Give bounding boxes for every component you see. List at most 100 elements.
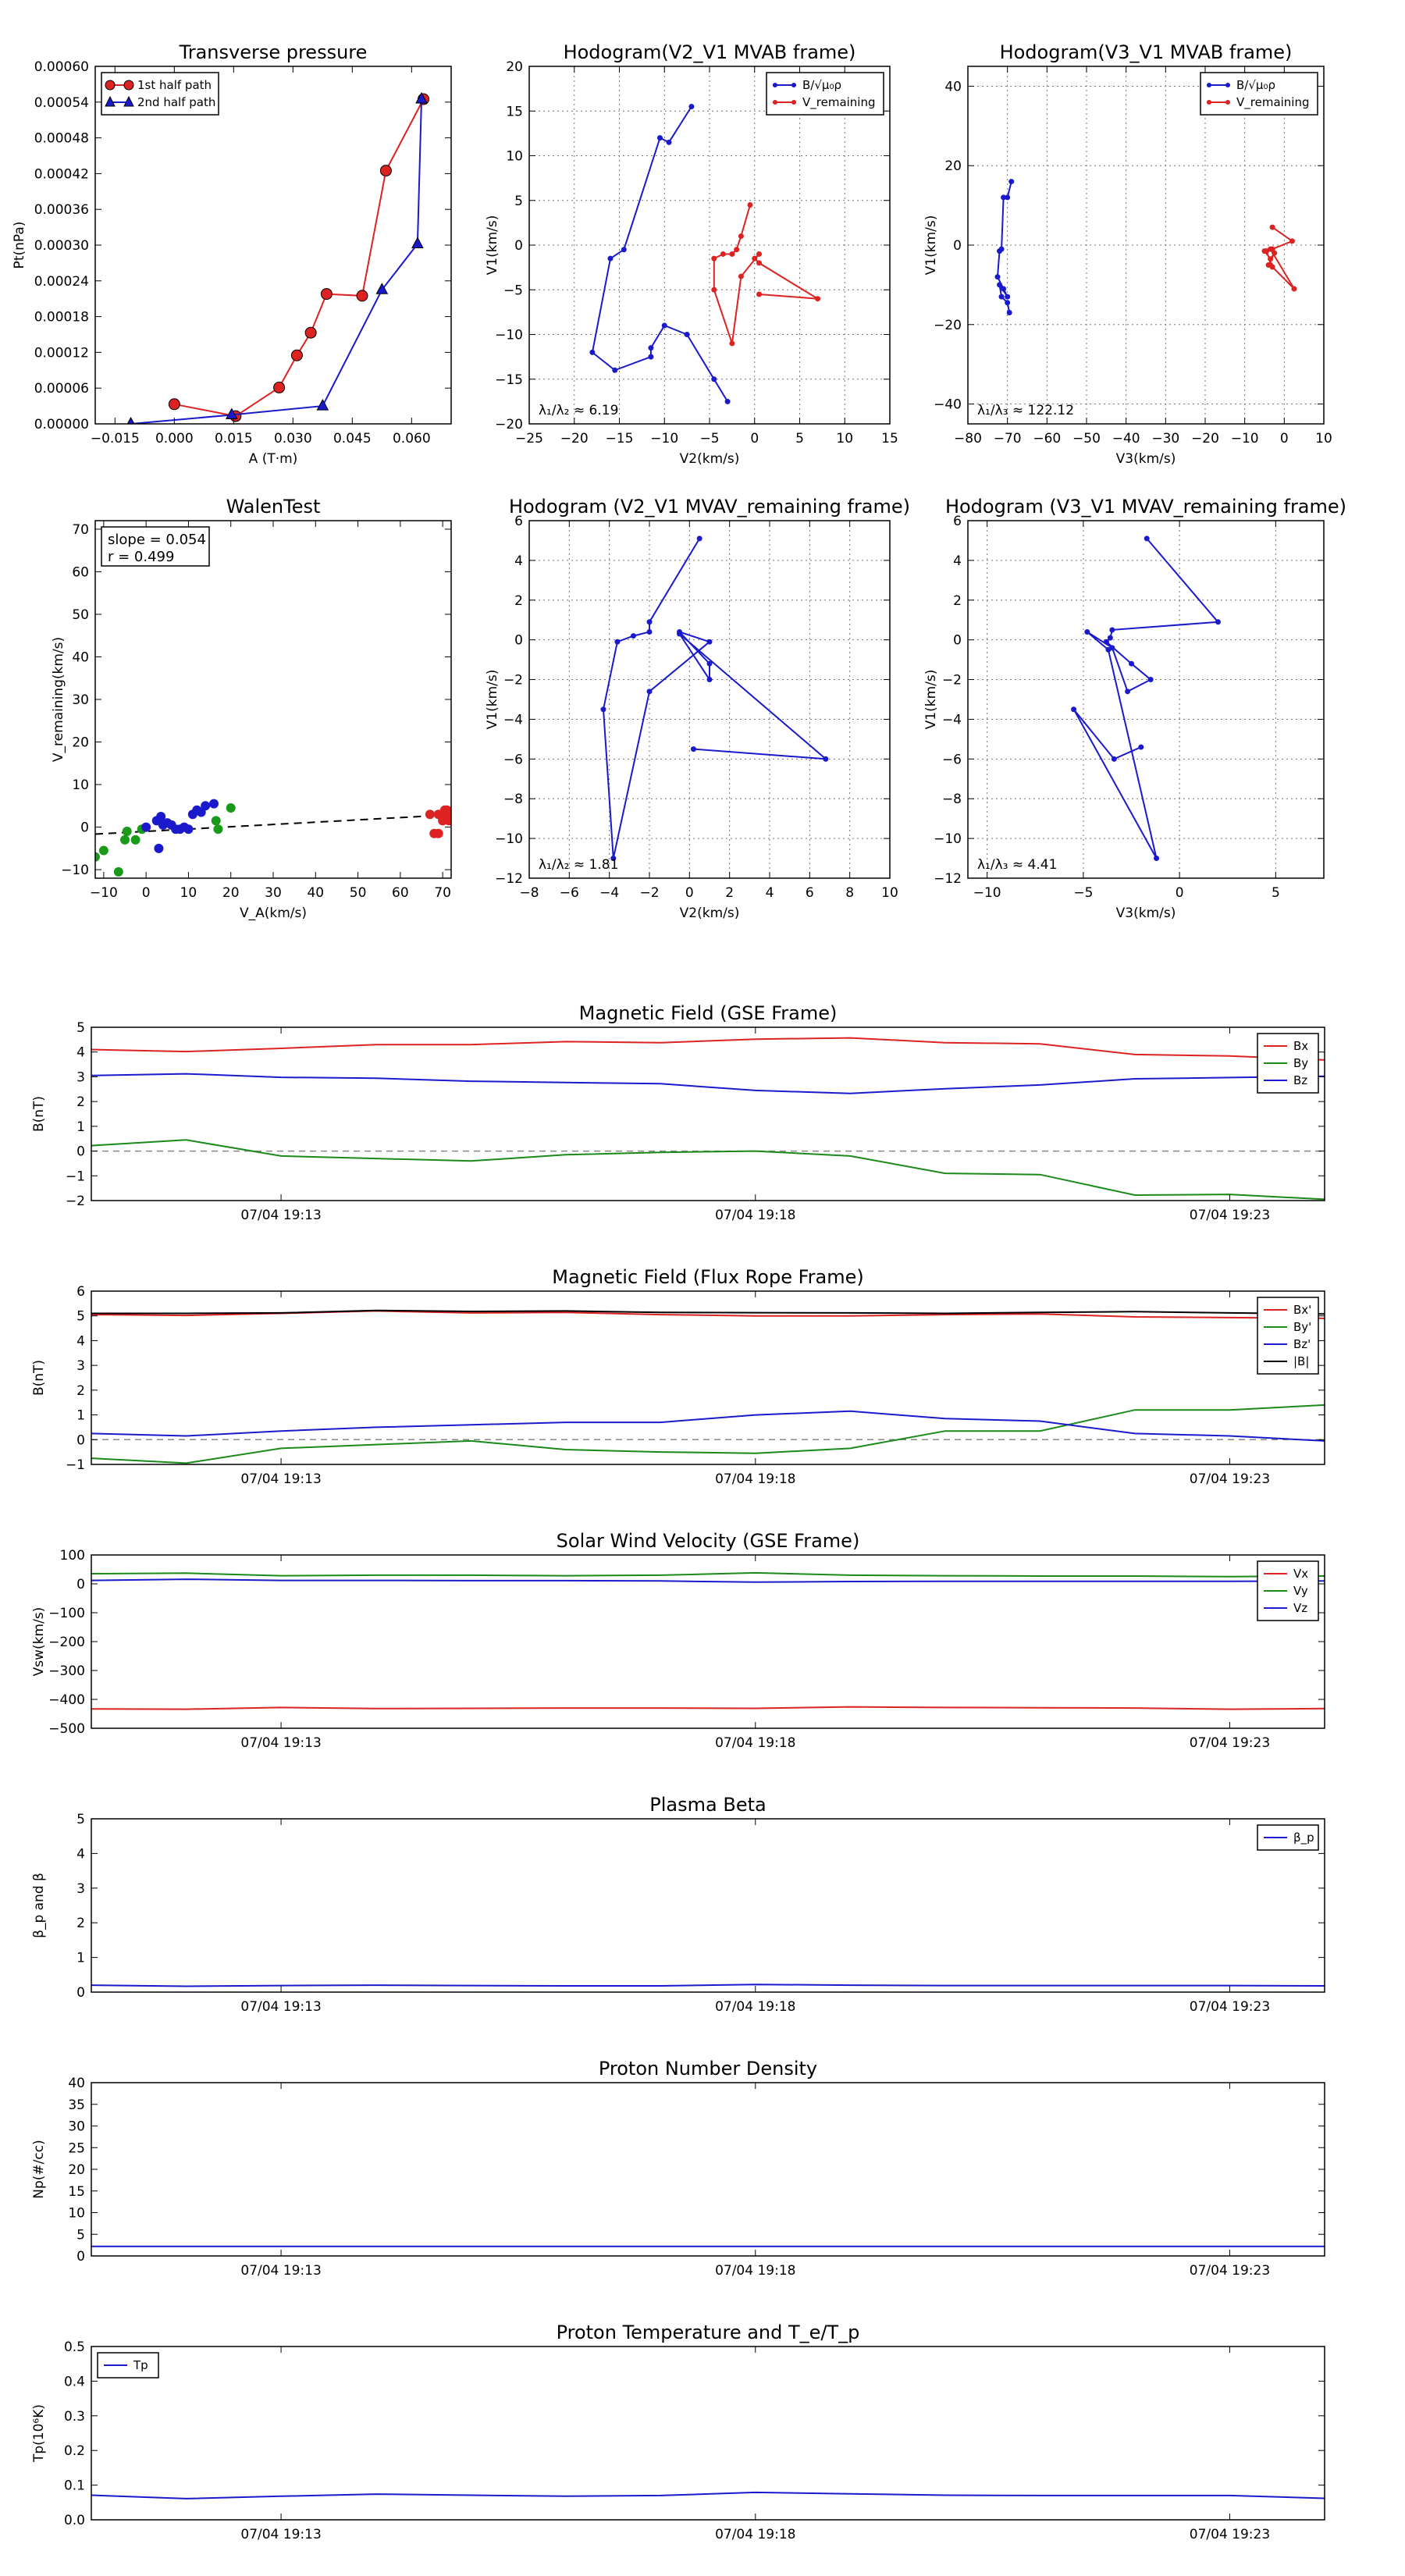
x-tick-label: 0 xyxy=(142,885,151,901)
series-line xyxy=(91,1309,1325,1315)
chart-title: Transverse pressure xyxy=(179,41,368,63)
x-tick-label: 8 xyxy=(845,885,854,901)
data-point xyxy=(1272,250,1278,256)
series-line xyxy=(130,98,422,424)
x-tick-label: 50 xyxy=(350,885,367,901)
legend-marker xyxy=(773,100,777,105)
x-tick-label: 07/04 19:18 xyxy=(715,1735,795,1751)
data-point xyxy=(600,706,606,713)
y-tick-label: −6 xyxy=(503,752,523,767)
y-axis-label: B(nT) xyxy=(31,1096,47,1132)
y-tick-label: −4 xyxy=(942,712,962,728)
y-tick-label: 0.00030 xyxy=(34,238,89,254)
annotation-text: λ₁/λ₃ ≈ 122.12 xyxy=(977,403,1074,418)
plot-frame xyxy=(91,1290,1325,1465)
data-point xyxy=(747,201,753,208)
data-point xyxy=(677,631,682,637)
data-point xyxy=(1084,628,1090,635)
chart-bfr: 07/04 19:13 07/04 19:18 07/04 19:23 −1 0 1 2 3 4… xyxy=(31,1266,1325,1487)
y-tick-label: 0.00060 xyxy=(34,59,89,75)
annotation-box xyxy=(101,526,210,567)
chart-title: Magnetic Field (GSE Frame) xyxy=(579,1002,838,1024)
y-axis-label: V1(km/s) xyxy=(485,670,500,730)
data-point xyxy=(1001,194,1007,201)
series-line xyxy=(91,1706,1325,1710)
x-tick-label: 10 xyxy=(1315,431,1332,447)
series-line xyxy=(91,1073,1325,1094)
y-tick-label: 0.1 xyxy=(64,2478,85,2494)
data-point xyxy=(211,816,221,826)
y-tick-label: −20 xyxy=(934,318,962,333)
data-point xyxy=(752,255,758,262)
data-point xyxy=(614,639,621,645)
legend-marker xyxy=(791,100,796,105)
legend-label: Vx xyxy=(1293,1567,1308,1581)
y-tick-label: 35 xyxy=(68,2097,85,2113)
legend-label: By xyxy=(1293,1056,1308,1070)
data-point xyxy=(688,104,695,110)
x-tick-label: 6 xyxy=(806,885,814,901)
y-tick-label: 5 xyxy=(76,1812,85,1827)
legend-label: 1st half path xyxy=(137,78,212,92)
data-point xyxy=(648,354,654,360)
chart-vsw: 07/04 19:13 07/04 19:18 07/04 19:23 −500 −40… xyxy=(31,1530,1325,1751)
plot-frame xyxy=(91,2082,1325,2257)
data-point xyxy=(646,628,653,635)
data-point xyxy=(316,399,329,411)
chart-title: Hodogram (V2_V1 MVAV_remaining frame) xyxy=(509,496,910,518)
y-tick-label: −8 xyxy=(503,792,523,807)
y-tick-label: 0.00036 xyxy=(34,202,89,218)
y-tick-label: 20 xyxy=(72,735,89,751)
y-axis-label: Pt(nPa) xyxy=(12,222,27,269)
series-line xyxy=(713,205,819,344)
y-tick-label: 0 xyxy=(953,633,962,649)
y-tick-label: 0.00012 xyxy=(34,345,89,361)
y-tick-label: 25 xyxy=(68,2140,85,2156)
data-point xyxy=(356,290,368,302)
data-point xyxy=(1269,224,1275,230)
series-line xyxy=(91,1571,1325,1578)
data-point xyxy=(1138,744,1144,750)
data-point xyxy=(1071,706,1077,713)
chart-hodo1: −25 −20 −15 −10 −5 0 5 10 15−20−15−10−505101520H… xyxy=(485,41,898,467)
x-tick-label: 07/04 19:18 xyxy=(715,2527,795,2542)
x-tick-label: −15 xyxy=(606,431,634,447)
y-axis-label: Np(#/cc) xyxy=(31,2140,47,2198)
y-tick-label: −20 xyxy=(495,417,523,432)
data-point xyxy=(729,251,735,257)
data-point xyxy=(706,660,713,667)
data-point xyxy=(320,288,333,301)
data-point xyxy=(273,381,286,393)
data-point xyxy=(433,828,443,838)
y-tick-label: 30 xyxy=(68,2119,85,2135)
x-tick-label: 0.045 xyxy=(333,431,372,447)
y-tick-label: −5 xyxy=(503,283,523,298)
y-tick-label: 4 xyxy=(953,553,962,569)
data-point xyxy=(997,248,1003,254)
y-tick-label: 1 xyxy=(76,1119,85,1135)
data-point xyxy=(1129,660,1135,667)
series-line xyxy=(91,1984,1325,1987)
x-tick-label: −30 xyxy=(1151,431,1179,447)
chart-title: Plasma Beta xyxy=(649,1794,766,1816)
x-tick-label: −20 xyxy=(560,431,589,447)
series-line xyxy=(91,1410,1325,1442)
y-tick-label: 5 xyxy=(76,1309,85,1325)
data-point xyxy=(1006,310,1012,316)
chart-tp2: 07/04 19:13 07/04 19:18 07/04 19:23 0.0 0.1 0… xyxy=(31,2322,1325,2542)
series-by xyxy=(91,1139,1325,1201)
series-b xyxy=(91,1309,1325,1315)
data-point xyxy=(183,824,194,834)
series-tp xyxy=(91,2491,1325,2500)
y-tick-label: −12 xyxy=(934,871,962,887)
y-axis-label: Tp(10⁶K) xyxy=(31,2404,47,2463)
data-point xyxy=(122,827,132,837)
y-tick-label: 20 xyxy=(944,158,962,174)
x-tick-label: −4 xyxy=(599,885,619,901)
data-point xyxy=(998,294,1005,300)
annotation-text: slope = 0.054 xyxy=(108,532,206,548)
y-tick-label: 4 xyxy=(76,1333,85,1349)
y-tick-label: 0 xyxy=(76,1144,85,1160)
x-tick-label: −6 xyxy=(560,885,579,901)
y-tick-label: 20 xyxy=(68,2162,85,2178)
